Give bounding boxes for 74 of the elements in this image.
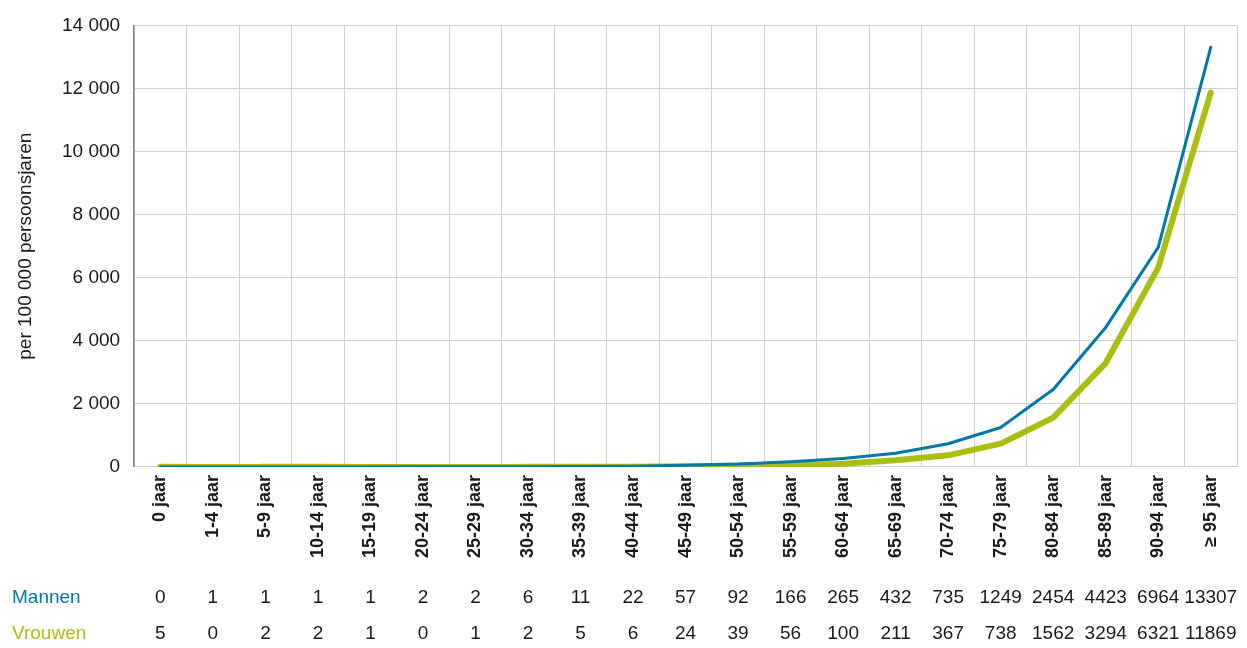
y-tick-label: 12 000 [61,76,121,98]
y-tick-label: 0 [109,455,121,477]
y-tick-label: 8 000 [72,202,121,224]
data-label: 56 [780,622,802,644]
x-tick-label: 35-39 jaar [569,474,590,559]
data-label: 211 [880,622,911,644]
x-tick-label: 1-4 jaar [201,474,222,538]
text: Mannen [12,586,81,608]
x-tick-label: 50-54 jaar [727,474,748,559]
x-tick-label: 80-84 jaar [1042,474,1063,559]
data-label: 1249 [979,586,1022,608]
x-tick-label: 40-44 jaar [622,474,643,559]
x-tick-label: 55-59 jaar [779,474,800,559]
x-tick-label: 15-19 jaar [359,474,380,559]
data-label: 6321 [1137,622,1180,644]
data-label: 11 [570,586,591,608]
y-tick-label: 4 000 [72,329,121,351]
data-label: 1 [207,586,219,608]
y-tick-label: 2 000 [72,392,121,414]
x-tick-label: ≥ 95 jaar [1199,474,1220,547]
y-tick-label: 6 000 [72,265,121,287]
data-label: 100 [827,622,859,644]
data-label: 39 [727,622,749,644]
data-label: 2 [260,622,271,644]
data-label: 22 [622,586,644,608]
data-label: 2454 [1032,586,1075,608]
x-tick-label: 45-49 jaar [674,474,695,559]
data-label: 1562 [1032,622,1075,644]
data-label: 24 [674,622,697,644]
x-tick-label: 85-89 jaar [1094,474,1115,559]
x-tick-label: 90-94 jaar [1147,474,1168,559]
data-label: 6 [522,586,534,608]
data-label: 57 [674,586,697,608]
data-label: 367 [932,622,964,644]
data-label: 4423 [1084,586,1127,608]
data-label: 0 [207,622,219,644]
y-axis-title: per 100 000 persoonsjaren [14,132,36,360]
data-label: 5 [155,622,166,644]
x-tick-label: 0 jaar [149,474,170,522]
x-tick-label: 5-9 jaar [254,474,275,538]
data-label: 13307 [1184,586,1238,608]
data-label: 1 [365,622,376,644]
data-label: 11869 [1185,622,1237,644]
x-tick-label: 75-79 jaar [989,474,1010,559]
data-label: 3294 [1084,622,1128,644]
data-label: 265 [827,586,859,608]
data-label: 0 [417,622,429,644]
data-label: 2 [312,622,324,644]
data-label: 2 [522,622,534,644]
x-tick-label: 65-69 jaar [884,474,905,559]
data-label: 432 [879,586,912,608]
x-tick-label: 25-29 jaar [464,474,485,559]
data-label: 2 [470,586,481,608]
data-label: 1 [365,586,376,608]
data-label: 6964 [1137,586,1180,608]
x-tick-label: 70-74 jaar [937,474,958,559]
x-tick-label: 20-24 jaar [411,474,432,559]
data-label: 735 [932,586,964,608]
data-label: 1 [260,586,271,608]
data-label: 2 [417,586,429,608]
data-label: 92 [727,586,749,608]
data-label: 6 [627,622,639,644]
x-tick-label: 30-34 jaar [516,474,537,559]
data-label: 1 [470,622,481,644]
data-label: 738 [984,622,1017,644]
data-label: 0 [155,586,166,608]
text: Vrouwen [12,622,87,644]
x-tick-label: 60-64 jaar [832,474,853,559]
y-tick-label: 14 000 [61,13,121,35]
data-label: 166 [774,586,807,608]
data-label: 5 [575,622,586,644]
x-tick-label: 10-14 jaar [306,474,327,559]
y-tick-label: 10 000 [61,139,121,161]
data-label: 1 [312,586,324,608]
